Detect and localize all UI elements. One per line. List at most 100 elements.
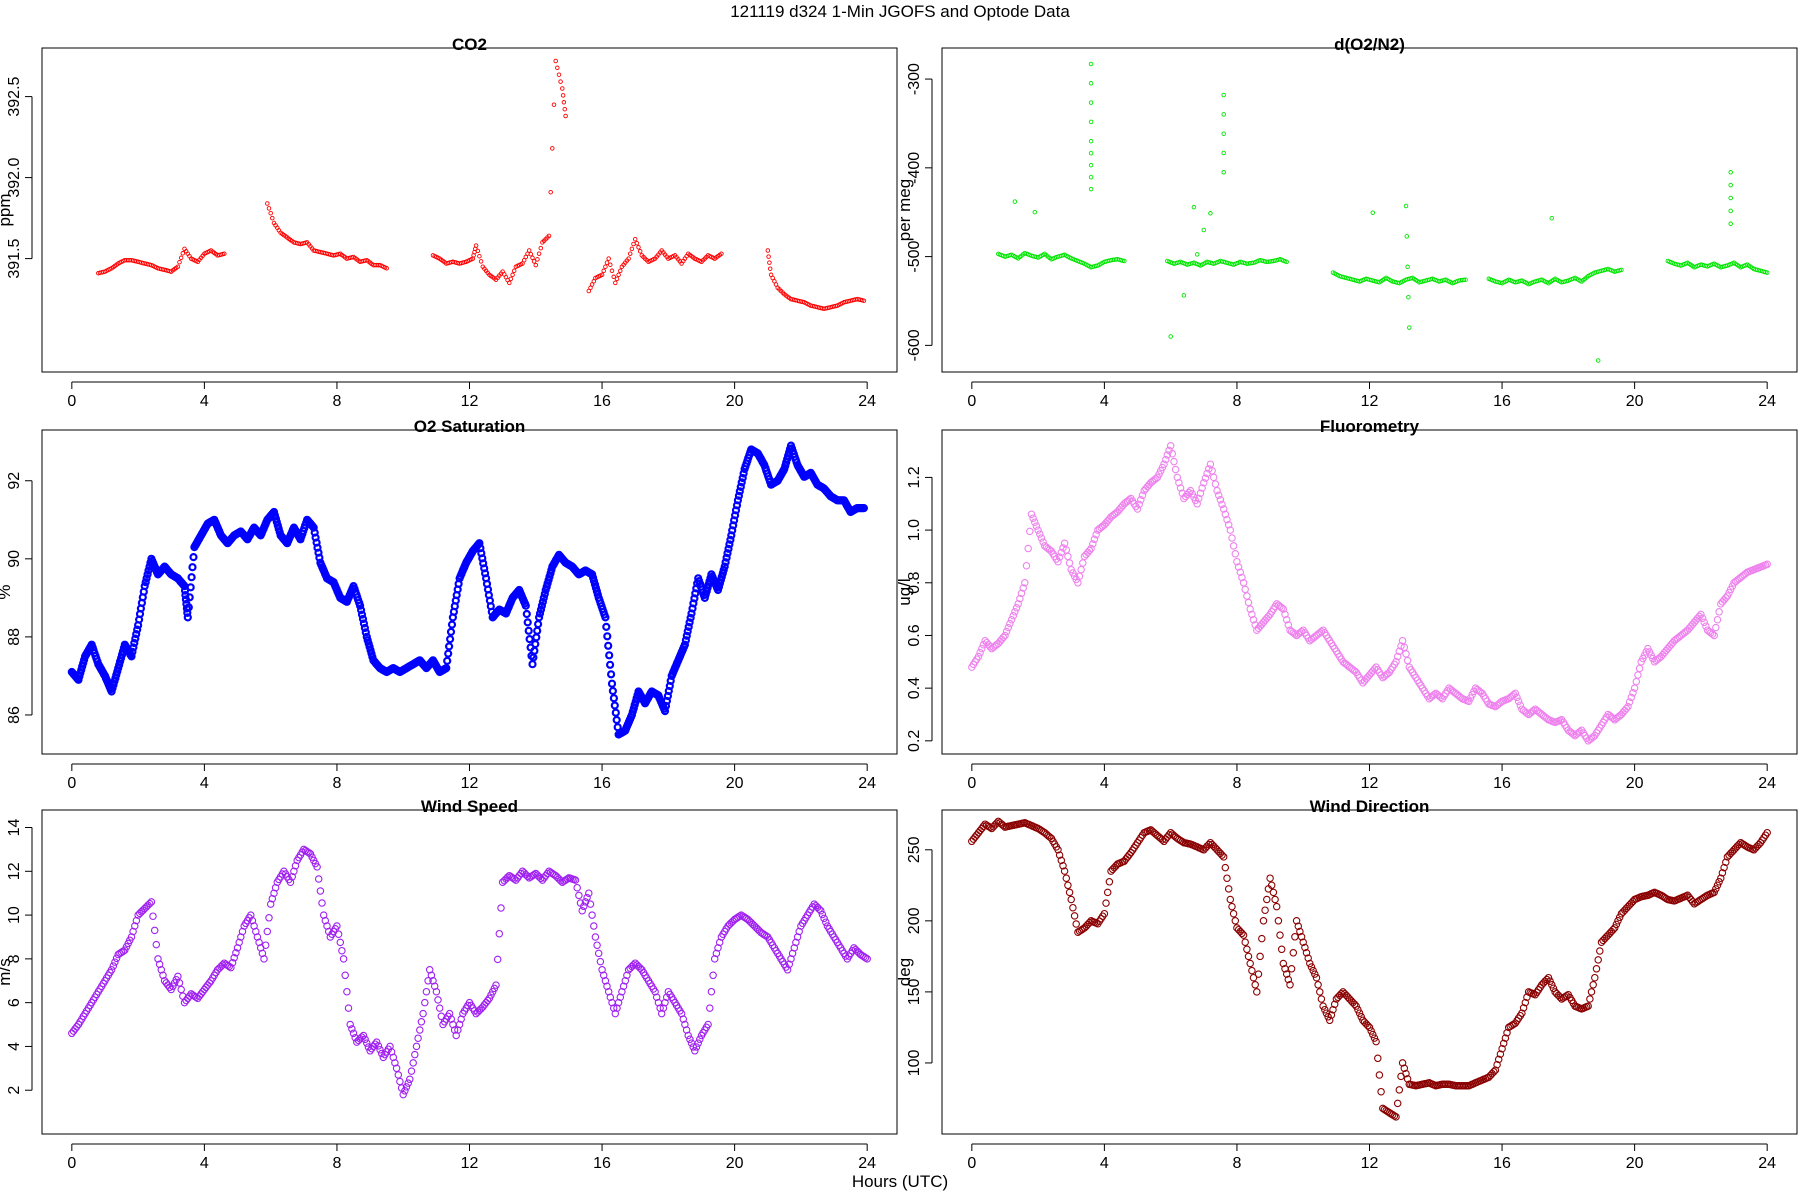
data-point <box>1393 1099 1402 1108</box>
data-point <box>608 262 613 267</box>
data-point <box>1375 1071 1384 1079</box>
data-point <box>1301 943 1309 952</box>
y-tick-label: 14 <box>6 819 23 837</box>
x-tick-label: 16 <box>593 1155 611 1172</box>
data-point <box>1662 894 1670 903</box>
x-tick-label: 4 <box>200 1155 209 1172</box>
data-point <box>1544 973 1553 982</box>
data-point <box>338 946 346 955</box>
data-point <box>1181 293 1187 298</box>
data-point <box>602 622 611 632</box>
data-point <box>1516 701 1525 710</box>
x-tick-label: 0 <box>967 775 976 792</box>
data-point <box>140 581 149 591</box>
x-tick-label: 24 <box>1758 775 1776 792</box>
data-point <box>1201 227 1207 233</box>
data-point <box>333 922 341 930</box>
data-point <box>1286 981 1294 989</box>
data-point <box>1103 888 1112 897</box>
data-point <box>268 210 273 216</box>
data-point <box>606 256 611 261</box>
data-point <box>1304 954 1312 962</box>
data-point <box>1090 535 1099 544</box>
series-2 <box>1330 270 1468 286</box>
data-point <box>232 949 240 957</box>
x-tick-label: 20 <box>1626 393 1644 410</box>
data-point <box>359 1031 368 1040</box>
data-point <box>767 260 772 265</box>
data-point <box>1291 933 1299 941</box>
data-point <box>1403 203 1409 209</box>
data-point <box>863 955 871 963</box>
data-point <box>626 256 631 261</box>
data-point <box>533 619 543 629</box>
data-point <box>524 626 533 635</box>
data-point <box>601 613 610 622</box>
data-point <box>553 58 558 64</box>
data-point <box>318 899 326 907</box>
data-point <box>443 656 452 666</box>
data-point <box>291 862 300 870</box>
data-point <box>424 977 432 985</box>
data-point <box>1024 544 1032 553</box>
series-0 <box>68 845 871 1099</box>
data-point <box>1403 656 1412 665</box>
data-point <box>521 601 530 610</box>
data-point <box>492 981 500 989</box>
data-point <box>152 940 161 949</box>
data-point <box>407 1067 416 1075</box>
data-point <box>629 961 638 969</box>
data-point <box>131 922 139 930</box>
data-point <box>263 927 272 936</box>
y-tick-label: 0.4 <box>906 677 923 699</box>
data-point <box>734 491 744 500</box>
data-point <box>177 259 182 265</box>
data-point <box>1272 902 1281 911</box>
data-point <box>1246 959 1254 968</box>
y-tick-label: 1.2 <box>906 466 923 488</box>
data-point <box>483 996 492 1005</box>
data-point <box>1390 1112 1399 1120</box>
data-point <box>1031 518 1039 526</box>
data-point <box>1498 1044 1506 1053</box>
data-point <box>1514 697 1523 706</box>
data-point <box>143 570 152 579</box>
data-point <box>1266 874 1274 882</box>
data-point <box>691 1047 699 1055</box>
data-point <box>1161 455 1170 464</box>
data-point <box>535 257 540 262</box>
data-point <box>1163 451 1172 459</box>
panel-title: d(O2/N2) <box>1334 35 1405 54</box>
y-tick-label: 1.0 <box>906 519 923 541</box>
plot-frame <box>941 429 1798 755</box>
data-point <box>1622 704 1631 713</box>
x-tick-label: 8 <box>332 1155 341 1172</box>
x-tick-label: 20 <box>1626 775 1644 792</box>
data-point <box>1198 484 1206 492</box>
data-point <box>523 872 532 880</box>
data-point <box>1370 210 1376 215</box>
data-point <box>1728 221 1733 227</box>
data-point <box>613 280 618 286</box>
data-point <box>603 264 608 269</box>
data-point <box>528 251 534 257</box>
data-point <box>1253 988 1261 996</box>
series-3 <box>1486 266 1624 287</box>
data-point <box>1718 598 1727 606</box>
data-point <box>127 652 136 661</box>
data-point <box>132 629 141 639</box>
data-point <box>560 86 565 91</box>
data-point <box>692 1043 701 1051</box>
data-point <box>606 993 615 1001</box>
data-point <box>511 268 517 274</box>
data-point <box>175 979 184 987</box>
data-point <box>1720 863 1728 872</box>
data-point <box>180 251 186 256</box>
data-point <box>248 916 257 925</box>
data-point <box>613 723 622 732</box>
data-point <box>1610 924 1619 932</box>
data-point <box>1088 174 1094 180</box>
data-point <box>1609 714 1617 723</box>
data-point <box>1221 112 1226 117</box>
